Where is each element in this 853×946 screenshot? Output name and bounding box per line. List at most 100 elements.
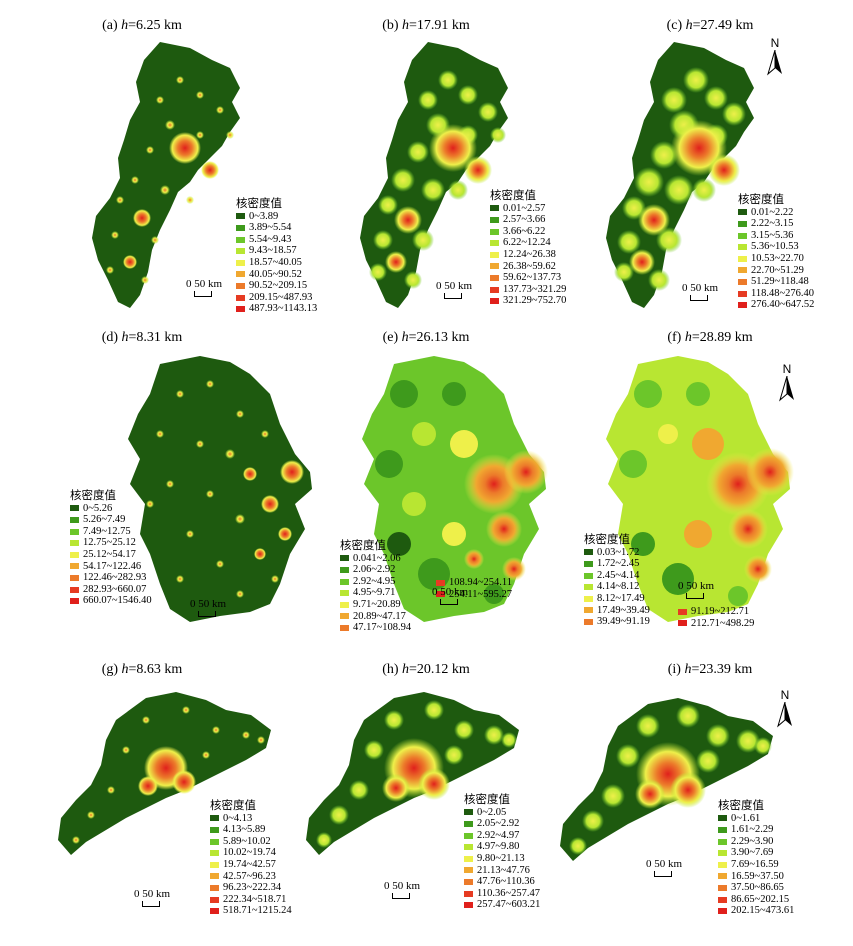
legend-item: 4.13~5.89 <box>210 824 292 836</box>
legend-swatch <box>236 294 245 301</box>
legend-item: 90.52~209.15 <box>236 280 317 292</box>
legend-swatch <box>70 516 79 523</box>
legend-swatch <box>490 263 499 270</box>
hotspots <box>106 76 234 284</box>
legend-item: 86.65~202.15 <box>718 894 794 906</box>
scale-bar: 0 50 km <box>134 888 170 907</box>
legend-item: 209.15~487.93 <box>236 292 317 304</box>
legend-swatch <box>490 251 499 258</box>
legend-item: 2.92~4.97 <box>464 830 540 842</box>
legend-swatch <box>584 549 593 556</box>
legend-swatch <box>718 826 727 833</box>
north-label: N <box>782 362 792 376</box>
legend-swatch <box>210 896 219 903</box>
legend-swatch <box>210 908 219 915</box>
legend-item: 0~2.05 <box>464 807 540 819</box>
legend-swatch <box>464 878 473 885</box>
panel-b: (b) h=17.91 km 核密度值 0.01~2.57 2.57~3.66 … <box>284 0 568 314</box>
legend-title: 核密度值 <box>236 196 282 210</box>
legend-swatch <box>236 259 245 266</box>
legend-item: 10.02~19.74 <box>210 847 292 859</box>
panel-title: (d) h=8.31 km <box>101 330 183 345</box>
panel-e: (e) h=26.13 km 核密度值 0.041~2.06 2.06~2.92… <box>284 316 568 633</box>
legend-item: 54.17~122.46 <box>70 561 152 573</box>
legend-swatch <box>490 228 499 235</box>
legend-swatch <box>464 844 473 851</box>
legend-item: 7.69~16.59 <box>718 859 794 871</box>
legend-swatch <box>70 598 79 605</box>
legend-item: 0~3.89 <box>236 211 317 223</box>
legend-item: 21.13~47.76 <box>464 865 540 877</box>
legend-swatch <box>210 826 219 833</box>
legend-swatch <box>236 271 245 278</box>
panel-title: (g) h=8.63 km <box>101 662 183 677</box>
legend-item: 276.40~647.52 <box>738 299 814 311</box>
legend-swatch <box>490 298 499 305</box>
scale-bar: 0 50 km <box>384 880 420 899</box>
legend-swatch <box>464 820 473 827</box>
legend-item: 108.94~254.11 <box>436 577 512 589</box>
panel-title: (a) h=6.25 km <box>102 18 182 33</box>
hotspots <box>146 380 304 598</box>
legend-title: 核密度值 <box>210 798 256 812</box>
legend: 核密度值 0~2.05 2.05~2.92 2.92~4.97 4.97~9.8… <box>464 792 540 911</box>
legend-item: 5.36~10.53 <box>738 241 814 253</box>
north-label: N <box>780 688 790 702</box>
legend-item: 8.12~17.49 <box>584 593 650 605</box>
density-map <box>606 356 794 622</box>
legend-item: 7.49~12.75 <box>70 526 152 538</box>
legend-item: 59.62~137.73 <box>490 272 566 284</box>
scale-bar: 0 50 km <box>190 598 226 617</box>
hotspots <box>619 380 794 606</box>
legend-title: 核密度值 <box>718 798 764 812</box>
north-arrow: N <box>764 36 786 76</box>
legend-item: 0.01~2.22 <box>738 207 814 219</box>
legend-swatch <box>738 220 747 227</box>
legend-item: 5.54~9.43 <box>236 234 317 246</box>
density-map <box>128 356 312 622</box>
legend-item: 51.29~118.48 <box>738 276 814 288</box>
legend-item: 3.89~5.54 <box>236 222 317 234</box>
legend-swatch <box>236 248 245 255</box>
legend-swatch <box>340 624 349 631</box>
legend-item: 0.01~2.57 <box>490 203 566 215</box>
panel-title: (e) h=26.13 km <box>382 330 470 345</box>
legend-swatch <box>70 563 79 570</box>
legend-title: 核密度值 <box>464 792 510 806</box>
legend: 核密度值 0~5.26 5.26~7.49 7.49~12.75 12.75~2… <box>70 489 152 607</box>
legend-swatch <box>718 908 727 915</box>
legend-item: 118.48~276.40 <box>738 288 814 300</box>
legend-swatch <box>70 574 79 581</box>
legend-item: 16.59~37.50 <box>718 871 794 883</box>
legend-swatch <box>584 595 593 602</box>
legend-item: 2.29~3.90 <box>718 836 794 848</box>
legend-swatch <box>436 579 445 586</box>
legend-item: 4.14~8.12 <box>584 581 650 593</box>
density-map <box>306 692 519 855</box>
density-map <box>58 692 271 855</box>
legend: 核密度值 0.01~2.57 2.57~3.66 3.66~6.22 6.22~… <box>490 188 566 307</box>
scale-bar: 0 50 km <box>646 858 682 877</box>
density-map <box>606 42 754 308</box>
legend-swatch <box>236 213 245 220</box>
legend-continued: 108.94~254.11 254.11~595.27 <box>436 577 512 600</box>
panel-f: (f) h=28.89 km N 核密度值 0.03~1.72 1.72~2.4… <box>568 316 852 630</box>
density-map <box>362 356 548 622</box>
hotspots <box>72 706 265 844</box>
legend-swatch <box>738 209 747 216</box>
legend-title: 核密度值 <box>490 188 536 202</box>
legend-item: 5.26~7.49 <box>70 514 152 526</box>
legend-swatch <box>340 566 349 573</box>
north-arrow-icon <box>767 50 782 76</box>
legend-swatch <box>436 591 445 598</box>
legend-swatch <box>210 873 219 880</box>
legend: 核密度值 0.01~2.22 2.22~3.15 3.15~5.36 5.36~… <box>738 193 814 311</box>
legend: 核密度值 0~3.89 3.89~5.54 5.54~9.43 9.43~18.… <box>236 196 317 315</box>
legend-swatch <box>236 282 245 289</box>
legend-item: 3.90~7.69 <box>718 847 794 859</box>
legend-swatch <box>718 884 727 891</box>
legend-swatch <box>490 205 499 212</box>
legend-item: 37.50~86.65 <box>718 882 794 894</box>
legend-swatch <box>464 809 473 816</box>
panel-title: (h) h=20.12 km <box>382 662 470 677</box>
